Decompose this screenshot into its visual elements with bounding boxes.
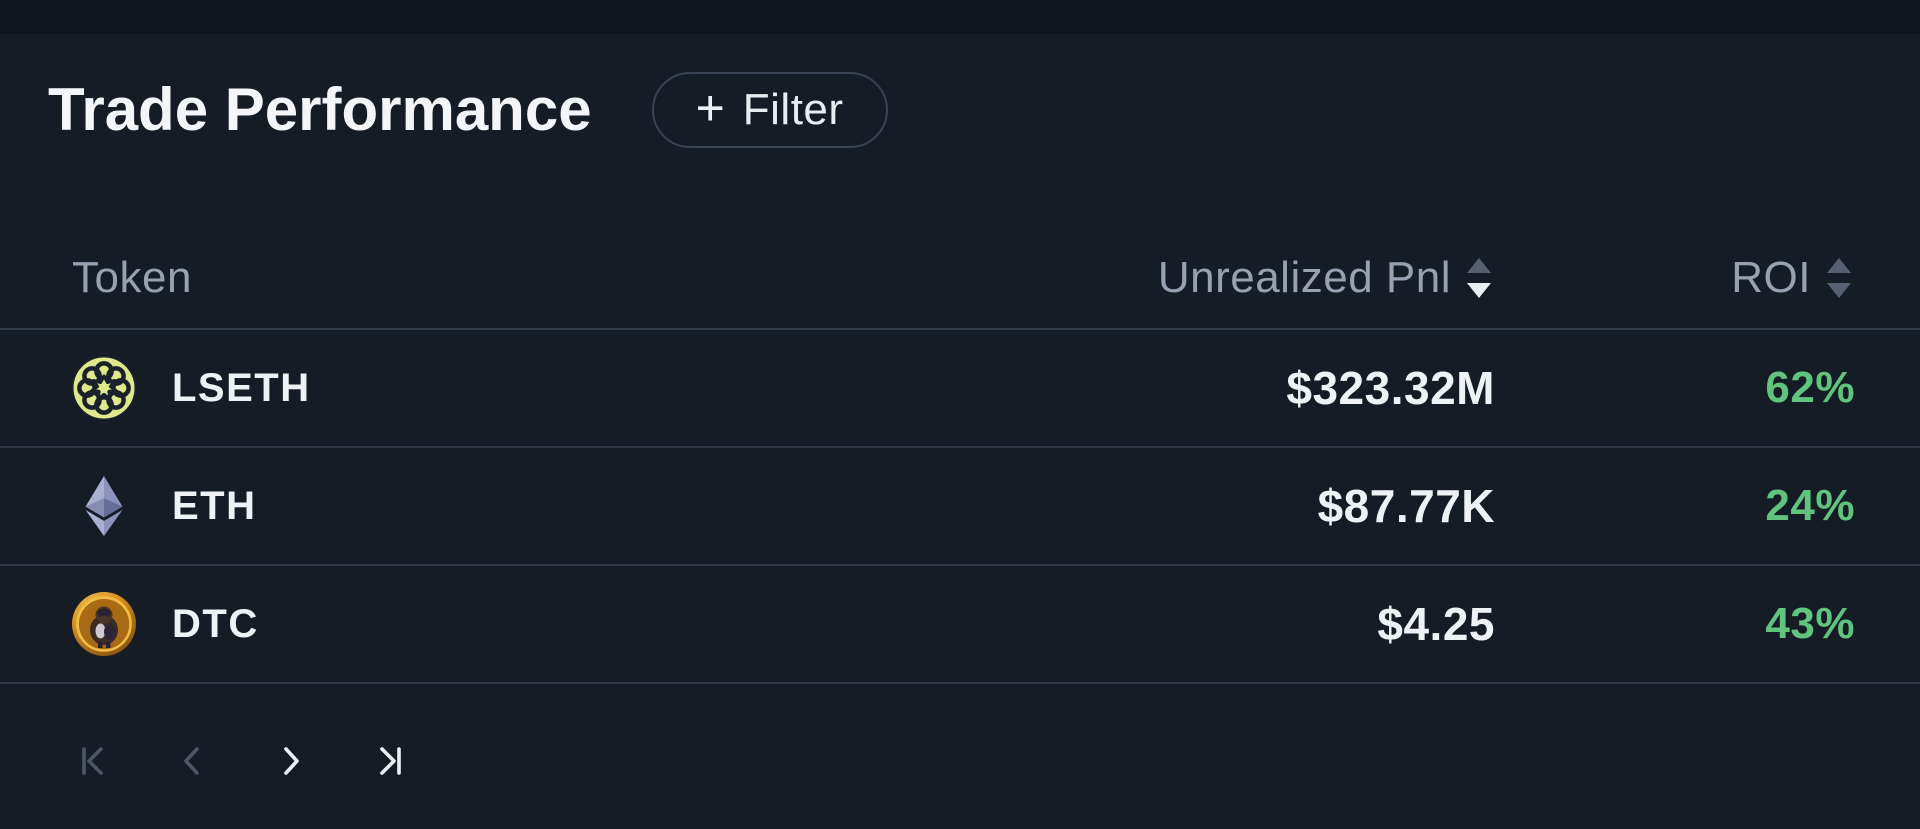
panel-top-edge <box>0 0 1920 34</box>
next-page-icon <box>284 747 299 775</box>
table-row-lseth[interactable]: LSETH $323.32M 62% <box>0 330 1920 448</box>
unrealized-pnl-value: $4.25 <box>1377 598 1495 650</box>
eth-token-icon <box>70 472 138 540</box>
token-cell: LSETH <box>70 354 995 422</box>
column-header-unrealized-pnl-label: Unrealized Pnl <box>1157 253 1451 302</box>
next-page-button[interactable] <box>269 737 313 785</box>
last-page-button[interactable] <box>368 737 412 785</box>
unrealized-pnl-value: $323.32M <box>1286 362 1495 414</box>
table-header-row: Token Unrealized Pnl ROI <box>0 228 1920 330</box>
token-cell: DTC <box>70 590 995 658</box>
filter-button[interactable]: + Filter <box>651 72 888 148</box>
previous-page-button[interactable] <box>170 737 214 785</box>
dtc-token-icon <box>70 590 138 658</box>
roi-value: 43% <box>1765 599 1855 648</box>
filter-button-label: Filter <box>742 85 844 134</box>
roi-value: 62% <box>1765 363 1855 412</box>
lseth-token-icon <box>70 354 138 422</box>
first-page-button[interactable] <box>71 737 115 785</box>
last-page-icon <box>380 747 401 775</box>
token-label: ETH <box>172 483 257 528</box>
column-header-roi-label: ROI <box>1731 253 1811 302</box>
roi-value: 24% <box>1765 481 1855 530</box>
table-row-eth[interactable]: ETH $87.77K 24% <box>0 448 1920 566</box>
first-page-icon <box>82 747 103 775</box>
page-title: Trade Performance <box>48 76 592 143</box>
pagination <box>71 737 412 785</box>
token-label: LSETH <box>172 365 311 410</box>
header-bar: Trade Performance + Filter <box>48 70 1872 150</box>
unrealized-pnl-value: $87.77K <box>1317 480 1495 532</box>
plus-icon: + <box>695 80 725 136</box>
token-label: DTC <box>172 601 259 646</box>
table-row-dtc[interactable]: DTC $4.25 43% <box>0 566 1920 684</box>
column-header-token: Token <box>72 253 192 302</box>
table-body: LSETH $323.32M 62% ETH <box>0 330 1920 684</box>
previous-page-icon <box>184 747 199 775</box>
sort-icon-roi <box>1827 258 1851 298</box>
sort-icon-unrealized-pnl <box>1467 258 1491 298</box>
column-header-roi[interactable]: ROI <box>1495 253 1855 303</box>
token-cell: ETH <box>70 472 995 540</box>
column-header-unrealized-pnl[interactable]: Unrealized Pnl <box>995 253 1495 303</box>
